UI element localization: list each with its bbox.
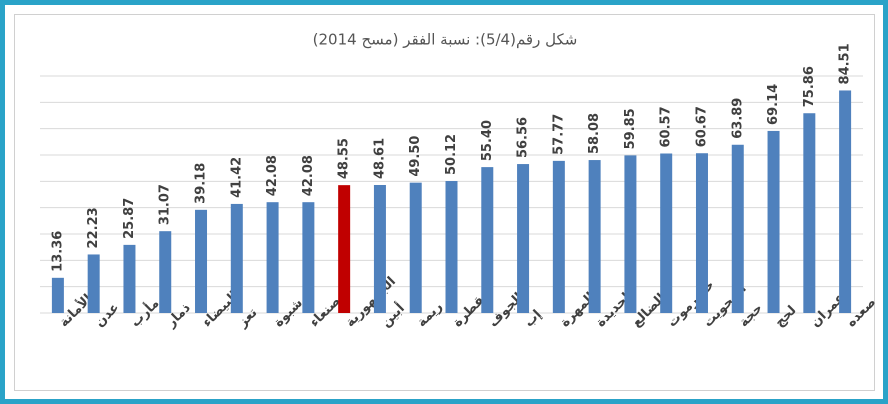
value-label: 22.23 [86, 207, 101, 248]
value-label: 50.12 [444, 134, 459, 175]
value-label: 39.18 [194, 163, 209, 204]
value-label: 48.55 [337, 138, 352, 179]
bar [87, 254, 100, 313]
bar [660, 153, 673, 313]
bar [588, 160, 601, 313]
value-label: 49.50 [408, 136, 423, 177]
value-label: 84.51 [838, 43, 853, 84]
bar [624, 155, 637, 313]
value-label: 57.77 [551, 114, 566, 155]
chart-title: شكل رقم(5/4): نسبة الفقر (مسح 2014) [313, 31, 578, 49]
value-label: 60.67 [694, 106, 709, 147]
bar [266, 202, 279, 313]
value-label: 48.61 [372, 138, 387, 179]
value-label: 60.57 [659, 106, 674, 147]
value-label: 55.40 [480, 120, 495, 161]
bar [230, 203, 243, 313]
value-label: 59.85 [623, 108, 638, 149]
bar [803, 113, 816, 313]
value-label: 42.08 [301, 155, 316, 196]
bar [338, 185, 351, 313]
bar [552, 160, 565, 313]
bar [767, 130, 780, 313]
bar [373, 184, 386, 313]
bar [731, 144, 744, 313]
bar [445, 181, 458, 313]
bar [123, 244, 136, 313]
bar [195, 209, 208, 313]
value-label: 75.86 [802, 66, 817, 107]
value-label: 56.56 [516, 117, 531, 158]
value-label: 13.36 [50, 231, 65, 272]
value-label: 42.08 [265, 155, 280, 196]
value-label: 63.89 [730, 98, 745, 139]
bar [695, 153, 708, 313]
bar [159, 231, 172, 313]
bar [51, 277, 64, 313]
value-label: 69.14 [766, 84, 781, 125]
value-label: 58.08 [587, 113, 602, 154]
plot-frame [14, 14, 875, 391]
bar [839, 90, 852, 313]
value-label: 25.87 [122, 198, 137, 239]
bar [481, 167, 494, 313]
bar [302, 202, 315, 313]
value-label: 41.42 [229, 157, 244, 198]
bar [517, 164, 530, 313]
value-label: 31.07 [158, 184, 173, 225]
bar [409, 182, 422, 313]
